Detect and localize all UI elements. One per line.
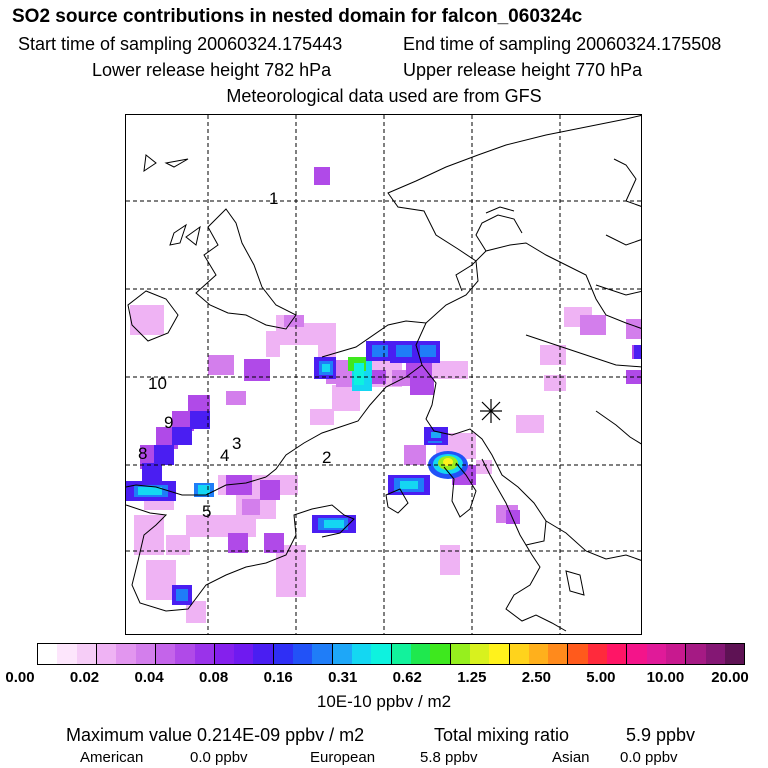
maximum-value: Maximum value 0.214E-09 ppbv / m2: [66, 725, 365, 745]
colorbar-segment: [528, 644, 549, 664]
colorbar-segment: [38, 644, 58, 664]
colorbar-segment: [489, 644, 510, 664]
map-label-8: 8: [138, 444, 147, 463]
american-label: American: [80, 749, 144, 766]
total-mixing-ratio-label: Total mixing ratio: [434, 725, 570, 745]
colorbar-tick-label: 0.08: [199, 669, 229, 686]
colorbar-segment: [352, 644, 372, 664]
upper-release-height: Upper release height 770 hPa: [403, 60, 643, 80]
european-value: 5.8 ppbv: [420, 749, 478, 766]
lower-release-height: Lower release height 782 hPa: [92, 60, 332, 80]
map-label-1: 1: [269, 189, 278, 208]
map-label-3: 3: [232, 434, 241, 453]
colorbar-tick-label: 2.50: [521, 669, 551, 686]
colorbar-tick-label: 0.62: [392, 669, 422, 686]
colorbar-segment: [646, 644, 666, 664]
colorbar-segment: [450, 644, 470, 664]
map-canvas: 1 10 9 8 4 3 2 5: [126, 115, 641, 634]
asterisk-icon: [480, 399, 502, 423]
colorbar-segment: [175, 644, 195, 664]
colorbar-segment: [76, 644, 97, 664]
colorbar-segment: [666, 644, 687, 664]
colorbar-segment: [430, 644, 451, 664]
colorbar-segment: [253, 644, 274, 664]
map-label-10: 10: [148, 374, 167, 393]
colorbar-tick-label: 10.00: [646, 669, 685, 686]
colorbar-segment: [332, 644, 352, 664]
colorbar-segment: [155, 644, 176, 664]
colorbar-tick-label: 0.31: [328, 669, 358, 686]
end-time: End time of sampling 20060324.175508: [403, 34, 722, 54]
colorbar-segment: [548, 644, 569, 664]
colorbar-segment: [509, 644, 529, 664]
colorbar-tick-label: 5.00: [586, 669, 616, 686]
graticule: [126, 115, 641, 634]
colorbar-segment: [214, 644, 235, 664]
colorbar-segment: [568, 644, 588, 664]
total-mixing-ratio-value: 5.9 ppbv: [626, 725, 696, 745]
concentration-field: [126, 167, 641, 623]
asian-value: 0.0 ppbv: [620, 749, 678, 766]
colorbar-tick-label: 0.00: [5, 669, 35, 686]
map-label-9: 9: [164, 413, 173, 432]
european-label: European: [310, 749, 376, 766]
colorbar-segment: [116, 644, 136, 664]
start-time: Start time of sampling 20060324.175443: [18, 34, 343, 54]
colorbar: [37, 643, 745, 665]
colorbar-tick-label: 1.25: [457, 669, 487, 686]
colorbar-segment: [96, 644, 117, 664]
colorbar-segment: [724, 644, 745, 664]
colorbar-tick-label: 20.00: [711, 669, 749, 686]
colorbar-segment: [627, 644, 647, 664]
colorbar-unit: 10E-10 ppbv / m2: [316, 692, 452, 711]
map-label-2: 2: [322, 448, 331, 467]
coastlines: [126, 115, 641, 632]
meteo-source: Meteorological data used are from GFS: [226, 86, 542, 106]
colorbar-tick-label: 0.04: [134, 669, 164, 686]
colorbar-segment: [391, 644, 411, 664]
plot-title: SO2 source contributions in nested domai…: [12, 6, 583, 27]
colorbar-segment: [194, 644, 215, 664]
american-value: 0.0 ppbv: [190, 749, 248, 766]
colorbar-segment: [686, 644, 706, 664]
colorbar-segment: [135, 644, 156, 664]
asian-label: Asian: [552, 749, 590, 766]
trajectory-labels: 1 10 9 8 4 3 2 5: [138, 189, 331, 521]
colorbar-segment: [607, 644, 628, 664]
colorbar-ticks: 0.00 0.02 0.04 0.08 0.16 0.31 0.62 1.25 2.50 5.00…: [0, 669, 768, 689]
colorbar-tick-label: 0.16: [263, 669, 293, 686]
colorbar-segment: [587, 644, 608, 664]
colorbar-segment: [293, 644, 313, 664]
colorbar-tick-label: 0.02: [69, 669, 100, 686]
map-label-4: 4: [220, 446, 229, 465]
colorbar-segment: [410, 644, 431, 664]
colorbar-segment: [57, 644, 77, 664]
colorbar-segment: [705, 644, 725, 664]
colorbar-segment: [312, 644, 333, 664]
map-label-5: 5: [202, 502, 211, 521]
colorbar-segment: [234, 644, 254, 664]
colorbar-segment: [273, 644, 294, 664]
map-panel: 1 10 9 8 4 3 2 5: [125, 114, 642, 635]
colorbar-segment: [371, 644, 392, 664]
colorbar-segment: [469, 644, 490, 664]
